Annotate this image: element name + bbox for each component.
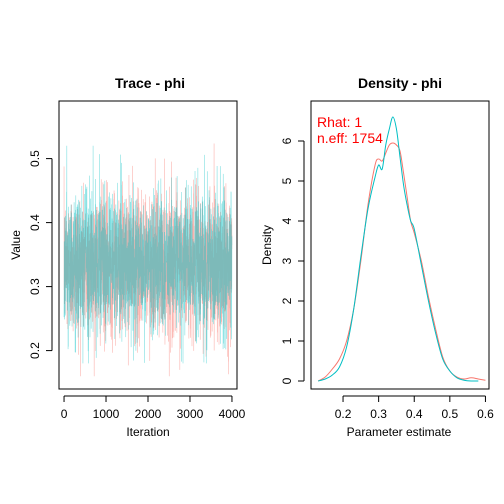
density-y-tick-label: 0 xyxy=(280,377,294,384)
density-x-tick-label: 0.6 xyxy=(477,407,494,421)
trace-y-tick-label: 0.3 xyxy=(28,278,42,295)
trace-title: Trace - phi xyxy=(115,75,185,91)
trace-y-axis: 0.2 0.3 0.4 0.5 xyxy=(28,150,53,359)
density-y-tick-label: 2 xyxy=(280,297,294,304)
density-lines xyxy=(317,116,486,382)
trace-x-axis: 0 1000 2000 3000 4000 xyxy=(61,395,246,421)
trace-x-tick-label: 4000 xyxy=(219,407,246,421)
density-x-label: Parameter estimate xyxy=(347,425,452,439)
trace-plot-box xyxy=(58,100,238,390)
density-y-tick-label: 5 xyxy=(280,177,294,184)
trace-y-label: Value xyxy=(9,230,23,260)
density-plot-box xyxy=(310,100,490,390)
trace-lines xyxy=(63,143,233,377)
density-x-tick-label: 0.5 xyxy=(441,407,458,421)
density-title: Density - phi xyxy=(358,75,442,91)
density-x-tick-label: 0.4 xyxy=(406,407,423,421)
trace-series-2 xyxy=(63,145,233,364)
rhat-annotation: Rhat: 1 xyxy=(317,114,362,130)
density-x-tick-label: 0.3 xyxy=(370,407,387,421)
density-y-tick-label: 3 xyxy=(280,257,294,264)
density-x-tick-label: 0.2 xyxy=(335,407,352,421)
density-panel: Density - phi 0.2 0.3 0.4 0.5 0.6 0 1 2 3 4 5 6 Rh… xyxy=(260,75,494,439)
neff-annotation: n.eff: 1754 xyxy=(317,130,383,146)
density-y-tick-label: 6 xyxy=(280,137,294,144)
density-y-tick-label: 1 xyxy=(280,337,294,344)
density-y-tick-label: 4 xyxy=(280,217,294,224)
density-x-axis: 0.2 0.3 0.4 0.5 0.6 xyxy=(335,395,494,421)
trace-x-tick-label: 1000 xyxy=(93,407,120,421)
trace-x-tick-label: 2000 xyxy=(135,407,162,421)
density-y-axis: 0 1 2 3 4 5 6 xyxy=(280,137,305,384)
density-y-label: Density xyxy=(260,225,274,265)
trace-x-tick-label: 0 xyxy=(61,407,68,421)
trace-y-tick-label: 0.2 xyxy=(28,342,42,359)
trace-y-tick-label: 0.4 xyxy=(28,214,42,231)
trace-panel: Trace - phi 0 1000 2000 3000 4000 0.20.30.40… xyxy=(9,75,246,439)
trace-x-label: Iteration xyxy=(126,425,169,439)
density-series-2 xyxy=(317,116,479,382)
density-series-1 xyxy=(317,142,486,382)
trace-x-tick-label: 3000 xyxy=(177,407,204,421)
trace-y-tick-label: 0.5 xyxy=(28,150,42,167)
